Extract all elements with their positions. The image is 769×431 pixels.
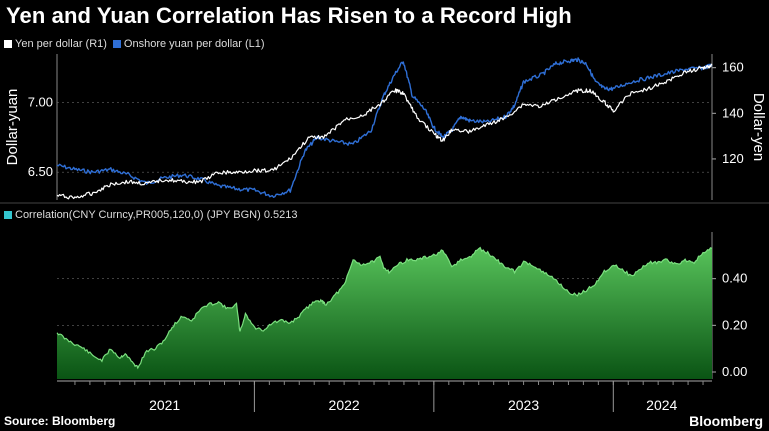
x-axis-year-label: 2024 <box>646 397 677 413</box>
yen-series-line <box>56 63 713 200</box>
correlation-axis-tick-label: 0.00 <box>722 364 747 379</box>
bottom-legend: Correlation(CNY Curncy,PR005,120,0) (JPY… <box>4 209 297 221</box>
x-axis-year-label: 2021 <box>149 397 180 413</box>
top-legend: Yen per dollar (R1) Onshore yuan per dol… <box>4 38 265 50</box>
yuan-legend-label: Onshore yuan per dollar (L1) <box>123 38 265 50</box>
bloomberg-logo: Bloomberg <box>689 413 763 429</box>
correlation-area <box>57 247 712 379</box>
correlation-legend-label: Correlation(CNY Curncy,PR005,120,0) (JPY… <box>15 209 298 221</box>
source-note: Source: Bloomberg <box>4 414 116 428</box>
yen-legend-swatch <box>4 40 12 48</box>
right-axis-tick-label: 120 <box>722 151 744 166</box>
right-axis-tick-label: 160 <box>722 60 744 75</box>
correlation-axis-tick-label: 0.40 <box>722 271 747 286</box>
x-axis-year-label: 2022 <box>329 397 360 413</box>
correlation-axis-tick-label: 0.20 <box>722 317 747 332</box>
yuan-series-line <box>56 57 713 198</box>
right-axis-title: Dollar-yen <box>750 93 767 161</box>
left-axis-tick-label: 6.50 <box>28 164 53 179</box>
right-axis-tick-label: 140 <box>722 105 744 120</box>
yen-legend-label: Yen per dollar (R1) <box>15 38 107 50</box>
correlation-legend-swatch <box>4 211 12 219</box>
chart-title: Yen and Yuan Correlation Has Risen to a … <box>6 3 572 28</box>
yuan-legend-swatch <box>112 40 121 48</box>
correlation-line <box>56 246 713 370</box>
left-axis-tick-label: 7.00 <box>28 95 53 110</box>
left-axis-title: Dollar-yuan <box>4 89 21 166</box>
x-axis-year-label: 2023 <box>508 397 539 413</box>
